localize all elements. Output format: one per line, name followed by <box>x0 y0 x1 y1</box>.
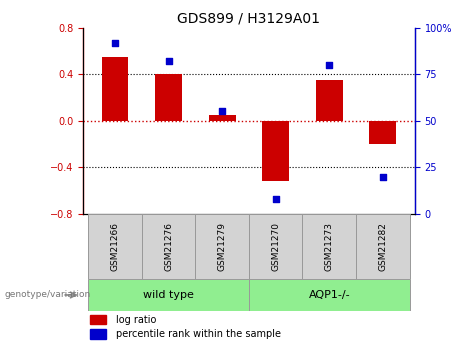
Bar <box>316 80 343 121</box>
Text: GSM21279: GSM21279 <box>218 222 227 271</box>
Text: wild type: wild type <box>143 290 194 300</box>
Text: GSM21266: GSM21266 <box>111 222 119 271</box>
Bar <box>356 214 409 279</box>
Text: GSM21273: GSM21273 <box>325 222 334 271</box>
Text: AQP1-/-: AQP1-/- <box>308 290 350 300</box>
Text: GSM21282: GSM21282 <box>378 222 387 271</box>
Text: GSM21276: GSM21276 <box>164 222 173 271</box>
Bar <box>262 121 289 181</box>
Point <box>165 58 172 64</box>
Bar <box>249 214 302 279</box>
Text: genotype/variation: genotype/variation <box>5 290 91 299</box>
Bar <box>209 115 236 121</box>
Point <box>272 196 279 202</box>
Bar <box>89 329 106 339</box>
Bar <box>369 121 396 144</box>
Bar <box>302 214 356 279</box>
Bar <box>89 279 249 311</box>
Text: log ratio: log ratio <box>116 315 157 325</box>
Point <box>379 174 386 179</box>
Point <box>325 62 333 68</box>
Text: GSM21270: GSM21270 <box>271 222 280 271</box>
Bar <box>142 214 195 279</box>
Title: GDS899 / H3129A01: GDS899 / H3129A01 <box>177 11 320 25</box>
Bar <box>249 279 409 311</box>
Bar <box>89 315 106 324</box>
Text: percentile rank within the sample: percentile rank within the sample <box>116 329 281 339</box>
Bar <box>89 214 142 279</box>
Point <box>112 40 119 45</box>
Bar <box>155 74 182 121</box>
Point <box>219 109 226 114</box>
Bar <box>102 57 129 121</box>
Bar <box>195 214 249 279</box>
